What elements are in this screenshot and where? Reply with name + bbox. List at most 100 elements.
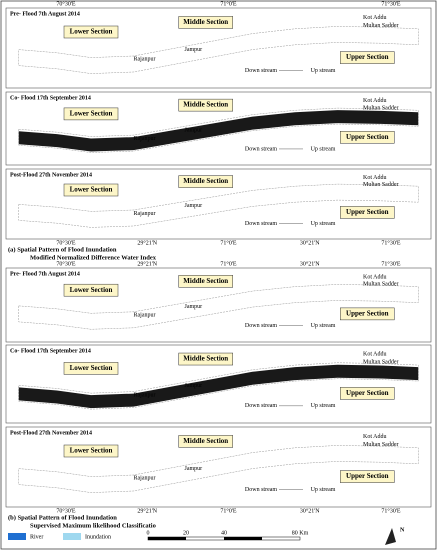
scale-label: 0 (147, 530, 150, 536)
section-box (340, 131, 395, 144)
north-label: N (400, 527, 405, 533)
stream-label: Up stream (311, 487, 336, 493)
stream-label: Down stream (245, 403, 277, 409)
place-label: Rajanpur (134, 57, 156, 63)
panel-title: Pre- Flood 7th August 2014 (10, 271, 80, 277)
section-box (340, 206, 395, 219)
place-label: Kot Addu (363, 15, 387, 21)
scale-label: 80 Km (292, 530, 309, 536)
subcaption: Supervised Maximum likelihood Classifica… (30, 522, 156, 529)
stream-label: Down stream (245, 323, 277, 329)
section-box (63, 107, 119, 121)
section-box (63, 362, 119, 375)
buffer-outline (18, 362, 419, 410)
stream-label: Up stream (311, 68, 336, 74)
section-label: Lower Section (70, 364, 113, 372)
section-box (178, 352, 233, 366)
stream-label: Up stream (311, 221, 336, 227)
place-label: Kot Addu (363, 274, 387, 280)
place-label: Multan Sadder (363, 105, 399, 111)
section-label: Upper Section (346, 472, 389, 480)
section-box (178, 16, 233, 29)
map-panel: Post-Flood 27th November 2014 Lower Secti… (5, 168, 432, 240)
stream-label: Up stream (311, 146, 336, 152)
legend-label: River (30, 534, 43, 540)
stream-label: Down stream (245, 146, 277, 152)
legend-swatch (8, 533, 26, 540)
section-box (340, 51, 395, 64)
panel-title: Post-Flood 27th November 2014 (10, 430, 92, 436)
buffer-outline (18, 107, 419, 153)
section-label: Middle Section (183, 18, 228, 26)
place-label: Rajanpur (134, 476, 156, 482)
coordinate-label: 71°30'E (381, 260, 400, 267)
section-label: Middle Section (183, 177, 228, 185)
subcaption: Modified Normalized Difference Water Ind… (30, 254, 157, 261)
place-label: Rajanpur (134, 392, 156, 398)
buffer-outline (18, 26, 419, 74)
section-box (178, 175, 233, 188)
place-label: Multan Sadder (363, 182, 399, 188)
scale-label: 40 (221, 530, 227, 536)
section-box (63, 444, 119, 458)
inundation-area (18, 364, 419, 409)
scale-bar-fill (224, 537, 262, 540)
scale-bar-fill (148, 537, 186, 540)
section-label: Upper Section (346, 309, 389, 317)
place-label: Multan Sadder (363, 360, 399, 366)
coordinate-label: 71°0'E (220, 260, 236, 267)
coordinate-label: 30°21'N (300, 239, 320, 246)
coordinate-label: 70°30'E (56, 260, 75, 267)
place-label: Jampur (185, 466, 203, 472)
stream-label: Up stream (311, 323, 336, 329)
section-box (340, 470, 395, 483)
section-box (63, 283, 119, 297)
place-label: Kot Addu (363, 434, 387, 440)
section-label: Lower Section (70, 186, 113, 194)
coordinate-label: 29°21'N (137, 507, 157, 514)
section-label: Middle Section (183, 101, 228, 109)
north-arrow (385, 528, 396, 545)
panel-title: Post-Flood 27th November 2014 (10, 172, 92, 178)
section-box (63, 183, 119, 197)
section-box (340, 307, 395, 321)
coordinate-label: 70°30'E (56, 507, 75, 514)
legend-label: Inundation (85, 534, 111, 540)
coordinate-label: 71°0'E (220, 239, 236, 246)
place-label: Jampur (185, 127, 203, 133)
section-label: Lower Section (70, 110, 113, 118)
caption: (b) Spatial Pattern of Flood Inundation (8, 514, 117, 521)
legend-swatch (63, 533, 81, 540)
coordinate-label: 71°0'E (220, 507, 236, 514)
section-box (63, 25, 119, 39)
section-label: Middle Section (183, 355, 228, 363)
section-label: Middle Section (183, 277, 228, 285)
place-label: Kot Addu (363, 98, 387, 104)
place-label: Multan Sadder (363, 23, 399, 29)
map-panel: Co- Flood 17th September 2014 Lower Secti… (5, 91, 432, 166)
stream-label: Down stream (245, 221, 277, 227)
place-label: Multan Sadder (363, 282, 399, 288)
coordinate-label: 30°21'N (300, 260, 320, 267)
place-label: Rajanpur (134, 211, 156, 217)
section-label: Upper Section (346, 389, 389, 397)
coordinate-label: 29°21'N (137, 239, 157, 246)
section-label: Middle Section (183, 437, 228, 445)
place-label: Jampur (185, 383, 203, 389)
scale-label: 20 (183, 530, 189, 536)
buffer-outline (18, 183, 419, 228)
section-label: Lower Section (70, 28, 113, 36)
map-panel: Pre- Flood 7th August 2014 Lower Section M… (5, 267, 432, 343)
map-panel: Pre- Flood 7th August 2014 Lower Section M… (5, 7, 432, 89)
coordinate-label: 71°30'E (381, 0, 400, 7)
place-label: Kot Addu (363, 175, 387, 181)
place-label: Jampur (185, 203, 203, 209)
coordinate-label: 30°21'N (300, 507, 320, 514)
inundation-area (18, 110, 419, 152)
coordinate-label: 70°30'E (56, 0, 75, 7)
coordinate-label: 71°30'E (381, 507, 400, 514)
map-panel: Post-Flood 27th November 2014 Lower Secti… (5, 426, 432, 508)
panel-title: Pre- Flood 7th August 2014 (10, 11, 80, 17)
place-label: Multan Sadder (363, 442, 399, 448)
